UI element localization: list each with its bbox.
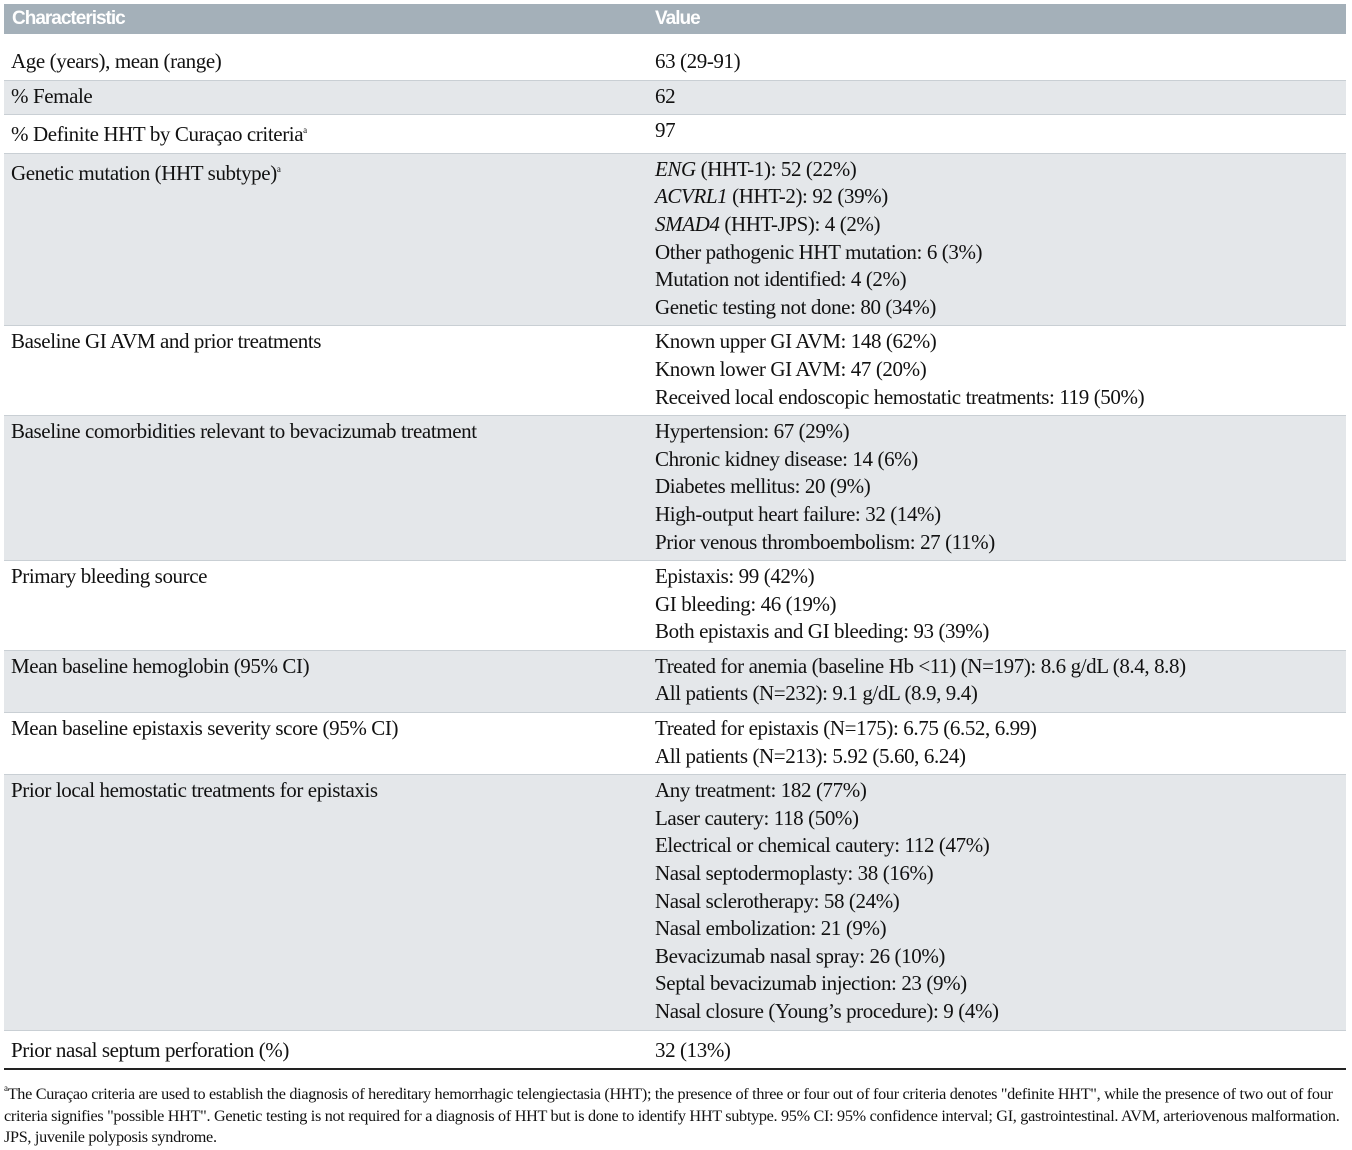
row-label: Mean baseline hemoglobin (95% CI) xyxy=(4,651,654,712)
table-row: Mean baseline epistaxis severity score (… xyxy=(4,713,1346,776)
table-row: Genetic mutation (HHT subtype)a ENG (HHT-… xyxy=(4,153,1346,327)
value-line: 62 xyxy=(655,83,676,108)
row-label: Primary bleeding source xyxy=(4,561,654,650)
row-value: ENG (HHT-1): 52 (22%) ACVRL1 (HHT-2): 92 … xyxy=(654,154,983,326)
table-header: Characteristic Value xyxy=(4,4,1346,34)
value-line: Prior venous thromboembolism: 27 (11%) xyxy=(655,529,995,554)
row-label: Age (years), mean (range) xyxy=(4,46,654,80)
value-line: All patients (N=232): 9.1 g/dL (8.9, 9.4… xyxy=(655,681,978,706)
value-line: Nasal septodermoplasty: 38 (16%) xyxy=(655,861,934,886)
row-value: Epistaxis: 99 (42%) GI bleeding: 46 (19%)… xyxy=(654,561,989,650)
table-row: Primary bleeding source Epistaxis: 99 (42… xyxy=(4,561,1346,651)
row-label-text: Age (years), mean (range) xyxy=(11,49,222,73)
footnote-marker: a xyxy=(276,163,281,174)
row-value: 63 (29-91) xyxy=(654,46,741,80)
value-line: Both epistaxis and GI bleeding: 93 (39%) xyxy=(655,619,989,644)
row-label-text: % Female xyxy=(11,83,93,108)
row-label-text: Prior nasal septum perforation (%) xyxy=(11,1037,289,1062)
value-line: High-output heart failure: 32 (14%) xyxy=(655,501,941,526)
value-line: GI bleeding: 46 (19%) xyxy=(655,591,837,616)
table-row: Baseline comorbidities relevant to bevac… xyxy=(4,416,1346,562)
value-line: Known lower GI AVM: 47 (20%) xyxy=(655,356,927,381)
row-value: Treated for epistaxis (N=175): 6.75 (6.5… xyxy=(654,713,1037,774)
row-label-text: % Definite HHT by Curaçao criteria xyxy=(11,122,304,147)
row-label-text: Baseline comorbidities relevant to bevac… xyxy=(11,419,477,444)
value-line: Electrical or chemical cautery: 112 (47%… xyxy=(655,833,990,858)
row-value: 97 xyxy=(654,115,676,153)
characteristics-table: Characteristic Value Age (years), mean (… xyxy=(4,4,1346,1149)
value-line: Treated for epistaxis (N=175): 6.75 (6.5… xyxy=(655,716,1037,741)
row-value: Known upper GI AVM: 148 (62%) Known lower… xyxy=(654,326,1145,415)
header-value: Value xyxy=(655,8,701,29)
footnote-marker: a xyxy=(303,125,307,136)
value-line: Septal bevacizumab injection: 23 (9%) xyxy=(655,971,967,996)
row-label: Baseline GI AVM and prior treatments xyxy=(4,326,654,415)
table-row: Age (years), mean (range) 63 (29-91) xyxy=(4,46,1346,81)
value-line: Epistaxis: 99 (42%) xyxy=(655,564,815,589)
row-label: % Definite HHT by Curaçao criteriaa xyxy=(4,115,654,153)
row-value: Any treatment: 182 (77%) Laser cautery: 1… xyxy=(654,775,999,1029)
row-label-text: Genetic mutation (HHT subtype) xyxy=(11,160,277,185)
row-value: 62 xyxy=(654,81,676,115)
footnote-text: The Curaçao criteria are used to establi… xyxy=(4,1085,1340,1147)
value-line: ENG (HHT-1): 52 (22%) xyxy=(655,156,982,184)
row-label: Mean baseline epistaxis severity score (… xyxy=(4,713,654,774)
gene-name: SMAD4 xyxy=(655,211,720,236)
value-line: Hypertension: 67 (29%) xyxy=(655,419,850,444)
value-line: Genetic testing not done: 80 (34%) xyxy=(655,294,936,319)
footnote-marker: a xyxy=(4,1083,8,1094)
table-row: Mean baseline hemoglobin (95% CI) Treated… xyxy=(4,650,1346,714)
value-line: Other pathogenic HHT mutation: 6 (3%) xyxy=(655,239,983,264)
row-value: 32 (13%) xyxy=(654,1035,731,1069)
value-line: Mutation not identified: 4 (2%) xyxy=(655,267,907,292)
value-line: 63 (29-91) xyxy=(655,49,741,73)
row-label-text: Baseline GI AVM and prior treatments xyxy=(11,329,322,354)
row-value: Treated for anemia (baseline Hb <11) (N=… xyxy=(654,651,1186,712)
table-row: Prior nasal septum perforation (%) 32 (13… xyxy=(4,1035,1346,1071)
row-label: Baseline comorbidities relevant to bevac… xyxy=(4,416,654,560)
value-line: Any treatment: 182 (77%) xyxy=(655,778,867,803)
value-line: Received local endoscopic hemostatic tre… xyxy=(655,384,1145,409)
row-value: Hypertension: 67 (29%) Chronic kidney dis… xyxy=(654,416,995,560)
table-row: % Female 62 xyxy=(4,80,1346,116)
value-line: Diabetes mellitus: 20 (9%) xyxy=(655,474,871,499)
row-label: % Female xyxy=(4,81,654,115)
value-line: All patients (N=213): 5.92 (5.60, 6.24) xyxy=(655,743,966,768)
gene-value: (HHT-1): 52 (22%) xyxy=(695,156,857,181)
gene-name: ACVRL1 xyxy=(655,184,728,209)
gene-value: (HHT-JPS): 4 (2%) xyxy=(719,211,881,236)
value-line: 97 xyxy=(655,118,676,143)
row-label-text: Mean baseline hemoglobin (95% CI) xyxy=(11,653,310,678)
row-label-text: Prior local hemostatic treatments for ep… xyxy=(11,778,378,803)
value-line: Treated for anemia (baseline Hb <11) (N=… xyxy=(655,653,1186,678)
value-line: Nasal closure (Young’s procedure): 9 (4%… xyxy=(655,999,999,1023)
value-line: ACVRL1 (HHT-2): 92 (39%) xyxy=(655,183,982,211)
table-row: Prior local hemostatic treatments for ep… xyxy=(4,775,1346,1031)
gene-name: ENG xyxy=(655,156,696,181)
table-row: % Definite HHT by Curaçao criteriaa 97 xyxy=(4,115,1346,154)
header-characteristic: Characteristic xyxy=(12,8,126,29)
value-line: Nasal embolization: 21 (9%) xyxy=(655,916,887,941)
row-label-text: Mean baseline epistaxis severity score (… xyxy=(11,716,399,741)
gene-value: (HHT-2): 92 (39%) xyxy=(727,184,888,209)
footnote: aThe Curaçao criteria are used to establ… xyxy=(4,1078,1346,1149)
row-label-text: Primary bleeding source xyxy=(11,564,208,589)
table-row: Baseline GI AVM and prior treatments Know… xyxy=(4,326,1346,417)
value-line: SMAD4 (HHT-JPS): 4 (2%) xyxy=(655,211,982,239)
value-line: Laser cautery: 118 (50%) xyxy=(655,805,859,830)
row-label: Genetic mutation (HHT subtype)a xyxy=(4,154,654,326)
value-line: Bevacizumab nasal spray: 26 (10%) xyxy=(655,943,946,968)
value-line: Known upper GI AVM: 148 (62%) xyxy=(655,329,937,354)
row-label: Prior local hemostatic treatments for ep… xyxy=(4,775,654,1029)
value-line: 32 (13%) xyxy=(655,1037,731,1062)
value-line: Chronic kidney disease: 14 (6%) xyxy=(655,446,918,471)
row-label: Prior nasal septum perforation (%) xyxy=(4,1035,654,1069)
value-line: Nasal sclerotherapy: 58 (24%) xyxy=(655,888,900,913)
